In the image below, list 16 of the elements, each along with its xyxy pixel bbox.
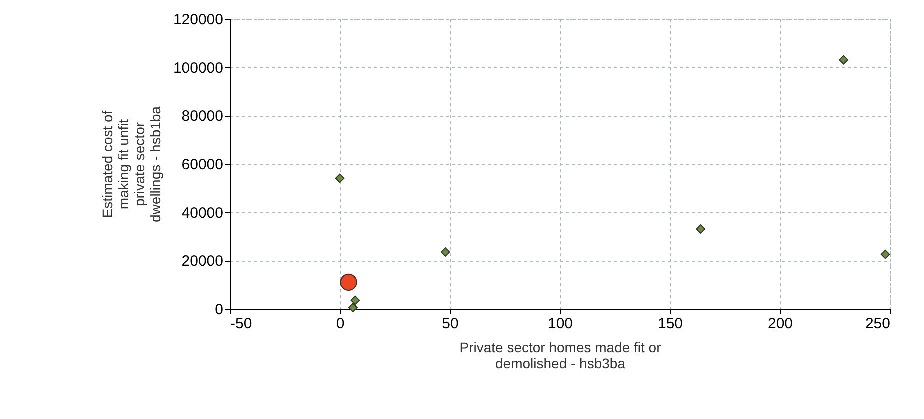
y-tick-label: 60000: [182, 156, 224, 174]
x-tick-label: 200: [768, 316, 794, 332]
y-axis-title: Estimated cost of making fit unfit private sector dwellings - hsb1ba: [99, 106, 164, 222]
x-tick-label: 150: [658, 316, 684, 332]
y-tick-label: 100000: [173, 60, 224, 77]
x-tick-label: 50: [442, 316, 459, 332]
x-tick-label: 250: [865, 316, 890, 332]
x-tick-label: 0: [336, 316, 345, 332]
x-tick-label: 100: [548, 316, 574, 332]
y-tick-label: 20000: [182, 253, 224, 270]
y-tick-label: 80000: [182, 108, 224, 126]
x-tick-label: -50: [230, 316, 252, 332]
y-tick-label: 40000: [182, 204, 224, 222]
x-axis-title: Private sector homes made fit or demolished - hsb3ba: [460, 340, 662, 372]
y-tick-label: 120000: [173, 12, 224, 28]
y-tick-label: 0: [215, 302, 224, 318]
